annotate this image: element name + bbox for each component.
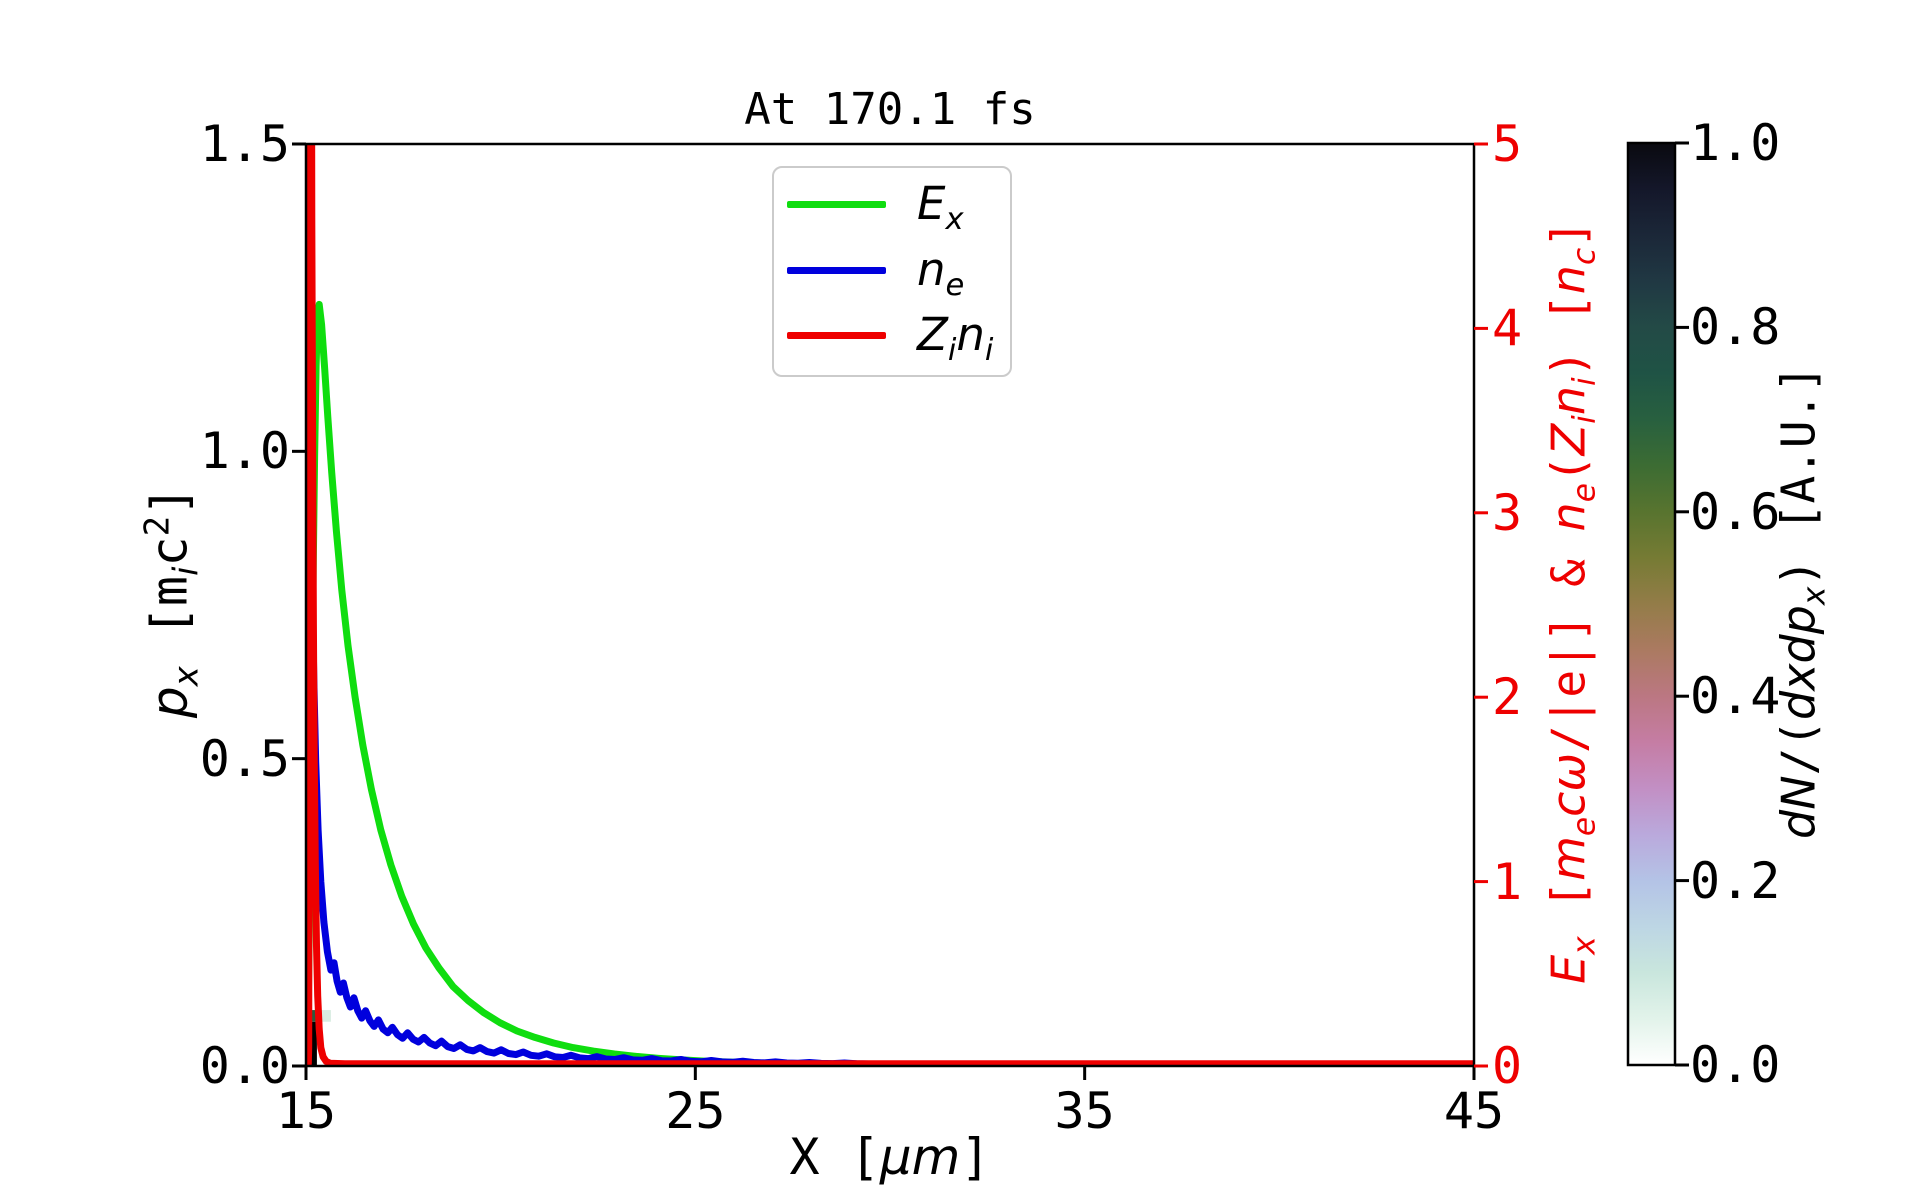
colorbar-tick-label: 0.6: [1690, 482, 1781, 541]
right-y-axis-label: Ex [mecω/|e|] & ne(Zini) [nc]: [1541, 220, 1603, 984]
plot-title: At 170.1 fs: [744, 84, 1036, 135]
legend-box: Ex ne Zini: [772, 166, 1012, 377]
x-tick-label: 45: [1443, 1082, 1505, 1140]
left-y-axis-label: px [mic2]: [137, 485, 207, 719]
ex-legend-label: Ex: [917, 177, 964, 237]
ion-density-curve: [306, 144, 1474, 1066]
colorbar-label: dN/(dxdpx) [A.U.]: [1771, 365, 1833, 839]
right-y-tick-label: 4: [1492, 299, 1523, 358]
right-y-tick-label: 2: [1492, 668, 1523, 727]
ne-legend-label: ne: [917, 243, 965, 303]
x-tick-label: 35: [1054, 1082, 1115, 1140]
colorbar-border: [1626, 141, 1677, 1067]
colorbar-tick-label: 0.8: [1690, 298, 1781, 357]
ne-legend-line: [787, 267, 886, 274]
left-y-tick-label: 0.5: [199, 729, 290, 788]
x-axis-label: X [μm]: [789, 1128, 991, 1186]
zini-legend-label: Zini: [917, 308, 994, 368]
left-y-tick-label: 0.0: [199, 1037, 290, 1095]
colorbar: [1628, 143, 1675, 1065]
colorbar-tick-label: 0.0: [1690, 1036, 1781, 1094]
histogram-cell: [316, 1010, 331, 1022]
colorbar-ticks: [1675, 141, 1689, 1067]
right-y-tick-label: 5: [1492, 115, 1523, 173]
ex-field-curve: [306, 300, 1474, 1066]
ex-legend-line: [787, 201, 886, 208]
electron-density-curve: [306, 454, 1474, 1066]
colorbar-tick-label: 1.0: [1690, 114, 1781, 172]
right-y-tick-label: 1: [1492, 852, 1523, 911]
colorbar-tick-label: 0.4: [1690, 667, 1781, 726]
zini-legend-line: [787, 332, 886, 339]
colorbar-tick-label: 0.2: [1690, 851, 1781, 910]
x-tick-label: 15: [275, 1082, 337, 1140]
left-y-tick-label: 1.5: [199, 115, 290, 173]
plot-border: [304, 142, 1476, 1068]
x-tick-label: 25: [665, 1082, 726, 1140]
right-y-tick-label: 3: [1492, 483, 1523, 542]
left-y-tick-label: 1.0: [199, 422, 290, 481]
axis-ticks: [292, 142, 1488, 1080]
right-y-tick-label: 0: [1492, 1037, 1523, 1095]
